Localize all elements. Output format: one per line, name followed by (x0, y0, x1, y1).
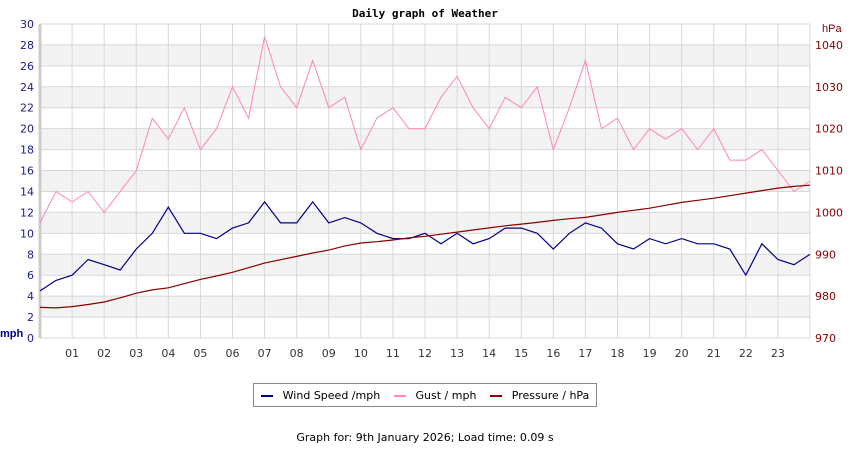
legend-label: Pressure / hPa (511, 388, 590, 402)
x-tick-label: 17 (578, 347, 592, 360)
right-tick-label: 990 (815, 248, 836, 261)
legend-label: Wind Speed /mph (282, 388, 381, 402)
x-tick-label: 16 (546, 347, 560, 360)
x-tick-label: 14 (482, 347, 496, 360)
weather-chart: Daily graph of Weather 02468101214161820… (0, 7, 843, 360)
left-tick-label: 12 (20, 206, 34, 219)
left-tick-label: 2 (27, 311, 34, 324)
left-tick-label: 8 (27, 248, 34, 261)
x-tick-label: 20 (675, 347, 689, 360)
x-tick-label: 18 (611, 347, 625, 360)
x-tick-label: 13 (450, 347, 464, 360)
x-tick-label: 03 (129, 347, 143, 360)
x-tick-label: 10 (354, 347, 368, 360)
right-tick-label: 1010 (815, 165, 843, 178)
x-tick-label: 15 (514, 347, 528, 360)
footer-text: Graph for: 9th January 2026; Load time: … (296, 431, 554, 444)
right-tick-label: 1030 (815, 81, 843, 94)
right-tick-label: 980 (815, 290, 836, 303)
legend-item-pressure: Pressure / hPa (489, 388, 590, 402)
x-tick-label: 22 (739, 347, 753, 360)
legend: Wind Speed /mph Gust / mph Pressure / hP… (253, 383, 597, 407)
left-tick-label: 4 (27, 290, 34, 303)
legend-item-wind: Wind Speed /mph (260, 388, 381, 402)
left-tick-label: 14 (20, 185, 34, 198)
x-tick-label: 21 (707, 347, 721, 360)
x-tick-label: 19 (643, 347, 657, 360)
left-tick-label: 28 (20, 39, 34, 52)
left-axis-unit: mph (0, 328, 24, 340)
x-tick-label: 23 (771, 347, 785, 360)
left-tick-label: 30 (20, 18, 34, 31)
x-tick-label: 06 (226, 347, 240, 360)
right-tick-label: 970 (815, 332, 836, 345)
legend-label: Gust / mph (415, 388, 477, 402)
left-tick-label: 26 (20, 60, 34, 73)
right-tick-label: 1000 (815, 206, 843, 219)
x-tick-label: 09 (322, 347, 336, 360)
left-tick-label: 0 (27, 332, 34, 345)
gust-line (39, 36, 811, 224)
x-tick-label: 12 (418, 347, 432, 360)
chart-title: Daily graph of Weather (352, 7, 498, 20)
gust-swatch (393, 395, 406, 397)
left-tick-label: 20 (20, 123, 34, 136)
left-tick-label: 24 (20, 81, 34, 94)
pressure-swatch (489, 395, 502, 397)
left-tick-label: 16 (20, 165, 34, 178)
x-tick-label: 02 (97, 347, 111, 360)
x-tick-label: 11 (386, 347, 400, 360)
x-tick-label: 07 (258, 347, 272, 360)
x-tick-label: 04 (161, 347, 175, 360)
x-tick-label: 08 (290, 347, 304, 360)
wind-swatch (260, 395, 273, 397)
right-tick-label: 1020 (815, 123, 843, 136)
left-tick-label: 6 (27, 269, 34, 282)
pressure-line (39, 184, 811, 309)
wind-speed-line (39, 200, 811, 292)
left-tick-label: 10 (20, 227, 34, 240)
right-tick-label: 1040 (815, 39, 843, 52)
x-tick-label: 01 (65, 347, 79, 360)
left-tick-label: 22 (20, 102, 34, 115)
right-axis-unit: hPa (822, 23, 842, 35)
left-tick-label: 18 (20, 144, 34, 157)
x-tick-label: 05 (193, 347, 207, 360)
legend-item-gust: Gust / mph (393, 388, 477, 402)
